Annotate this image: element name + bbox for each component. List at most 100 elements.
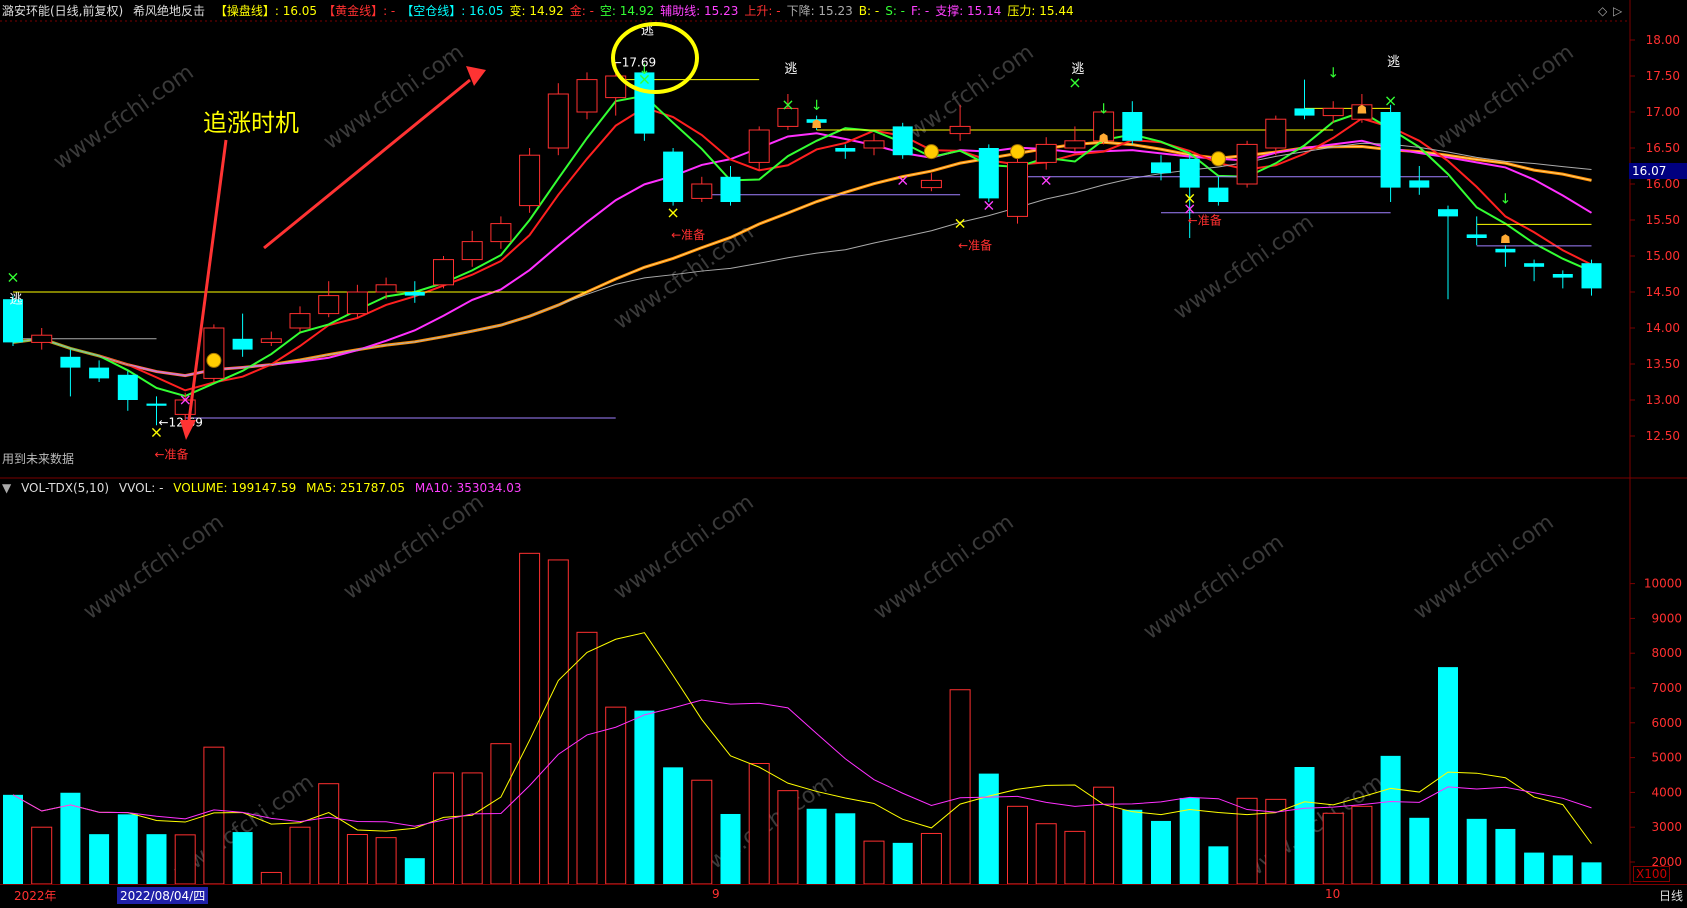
- candle-body-up: [519, 154, 541, 207]
- volume-tick-label: 2000: [1651, 855, 1682, 869]
- future-data-note: 用到未来数据: [2, 452, 75, 466]
- money-bag-icon: [923, 144, 939, 160]
- volume-indicator-name[interactable]: VOL-TDX(5,10): [21, 481, 110, 495]
- volume-bar-up: [1236, 797, 1258, 885]
- volume-bar-down: [117, 814, 138, 884]
- volume-bar-down: [835, 813, 856, 884]
- volume-bar-down: [1151, 820, 1171, 884]
- down-arrow-icon: ↓: [639, 62, 651, 78]
- volume-bar-down: [1438, 667, 1458, 884]
- volume-bar-down: [663, 767, 684, 884]
- volume-bar-down: [1409, 817, 1430, 884]
- price-tick-label: 16.50: [1646, 141, 1680, 155]
- down-arrow-icon: ↓: [1098, 101, 1110, 117]
- watermark: www.cfchi.com: [319, 40, 468, 155]
- indicator-item: 【黄金线】: -: [323, 4, 396, 18]
- candle-body-down: [3, 299, 23, 343]
- volume-bar-up: [863, 840, 885, 885]
- runner-icon: ☗: [1500, 232, 1511, 246]
- formula-name[interactable]: 希风绝地反击: [133, 4, 206, 18]
- volume-tick-label: 4000: [1651, 785, 1682, 799]
- price-tick-label: 16.00: [1646, 177, 1680, 191]
- candle-body-down: [404, 292, 425, 296]
- volume-bar-down: [404, 858, 425, 884]
- candle-body-down: [1179, 158, 1200, 188]
- volume-bar-up: [1322, 812, 1344, 885]
- red-arrow-down: [186, 139, 228, 429]
- sell-cross-marker: ×: [1068, 73, 1081, 92]
- indicator-item: 压力: 15.44: [1007, 4, 1074, 18]
- high-price-label: ←17.69: [612, 55, 656, 69]
- candle-body-down: [978, 148, 999, 199]
- volume-bar-down: [978, 773, 999, 884]
- candle-body-up: [318, 295, 340, 315]
- volume-bar-down: [1294, 766, 1315, 884]
- down-arrow-icon: ↓: [811, 98, 823, 114]
- candle-body-up: [748, 129, 770, 163]
- candle-body-down: [1380, 112, 1401, 188]
- volume-bar-up: [949, 689, 971, 885]
- price-tick-label: 15.00: [1646, 249, 1680, 263]
- ma5-value: MA5: 251787.05: [306, 481, 406, 495]
- volume-bar-up: [1093, 786, 1115, 885]
- date-axis: 2022年 2022/08/04/四 9 10 日线: [0, 884, 1687, 905]
- buy-cross-marker: ×: [178, 390, 191, 409]
- volume-tick-label: 10000: [1644, 577, 1682, 591]
- watermark: www.cfchi.com: [1409, 510, 1558, 625]
- price-tick-label: 12.50: [1646, 429, 1680, 443]
- volume-bar-up: [289, 826, 311, 885]
- buy-cross-marker: ×: [896, 170, 909, 189]
- money-bag-icon: [1210, 151, 1226, 167]
- down-arrow-icon: ↓: [1500, 191, 1512, 207]
- stock-title[interactable]: 潞安环能(日线,前复权): [2, 4, 124, 18]
- prepare-label: ←准备: [958, 239, 992, 253]
- volume-tick-label: 9000: [1651, 611, 1682, 625]
- watermark: www.cfchi.com: [1429, 40, 1578, 155]
- money-bag-icon: [1010, 144, 1025, 160]
- sell-cross-marker: ×: [6, 268, 19, 287]
- volume-bar-up: [777, 790, 799, 885]
- volume-bar-up: [1351, 805, 1373, 885]
- volume-bar-up: [691, 779, 713, 885]
- prepare-cross-marker: ×: [150, 422, 163, 441]
- runner-icon: ☗: [1357, 102, 1368, 116]
- watermark: www.cfchi.com: [869, 510, 1018, 625]
- candle-body-down: [892, 126, 913, 156]
- candle-body-down: [663, 151, 684, 202]
- indicator-item: 下降: 15.23: [786, 4, 853, 18]
- collapse-icon[interactable]: ▼: [2, 481, 12, 495]
- volume-ma10-line: [12, 699, 1592, 827]
- month-label-9: 9: [712, 887, 720, 901]
- candle-body-up: [260, 338, 282, 343]
- candle-body-up: [346, 291, 368, 315]
- price-tick-label: 17.00: [1646, 105, 1680, 119]
- candle-body-up: [547, 93, 569, 149]
- highlight-circle: [611, 22, 699, 94]
- period-label[interactable]: 日线: [1658, 889, 1683, 903]
- candle-body-up: [605, 75, 627, 99]
- diamond-icon[interactable]: ◇: [1598, 4, 1608, 18]
- price-panel-header: 潞安环能(日线,前复权) 希风绝地反击 【操盘线】: 16.05 【黄金线】: -…: [2, 0, 1086, 20]
- year-label: 2022年: [14, 889, 57, 903]
- volume-bar-up: [31, 826, 53, 885]
- candle-body-up: [289, 313, 311, 329]
- buy-cross-marker: ×: [982, 196, 995, 215]
- sell-cross-marker: ×: [638, 70, 651, 89]
- indicator-item: 辅助线: 15.23: [660, 4, 739, 18]
- escape-signal-text: 逃: [9, 293, 22, 308]
- volume-bar-up: [547, 559, 569, 885]
- price-tick-label: 14.50: [1646, 285, 1680, 299]
- expand-icon[interactable]: ▷: [1613, 4, 1623, 18]
- buy-cross-marker: ×: [1039, 170, 1052, 189]
- volume-bar-up: [375, 837, 397, 885]
- red-arrow-up: [263, 78, 471, 250]
- price-tick-label: 13.50: [1646, 357, 1680, 371]
- prepare-label: ←准备: [1188, 213, 1222, 227]
- watermark: www.cfchi.com: [609, 490, 758, 605]
- candle-body-up: [1064, 140, 1086, 149]
- candle-body-down: [1438, 209, 1458, 217]
- volume-scale-label: X100: [1633, 866, 1671, 882]
- price-tick-label: 14.00: [1646, 321, 1680, 335]
